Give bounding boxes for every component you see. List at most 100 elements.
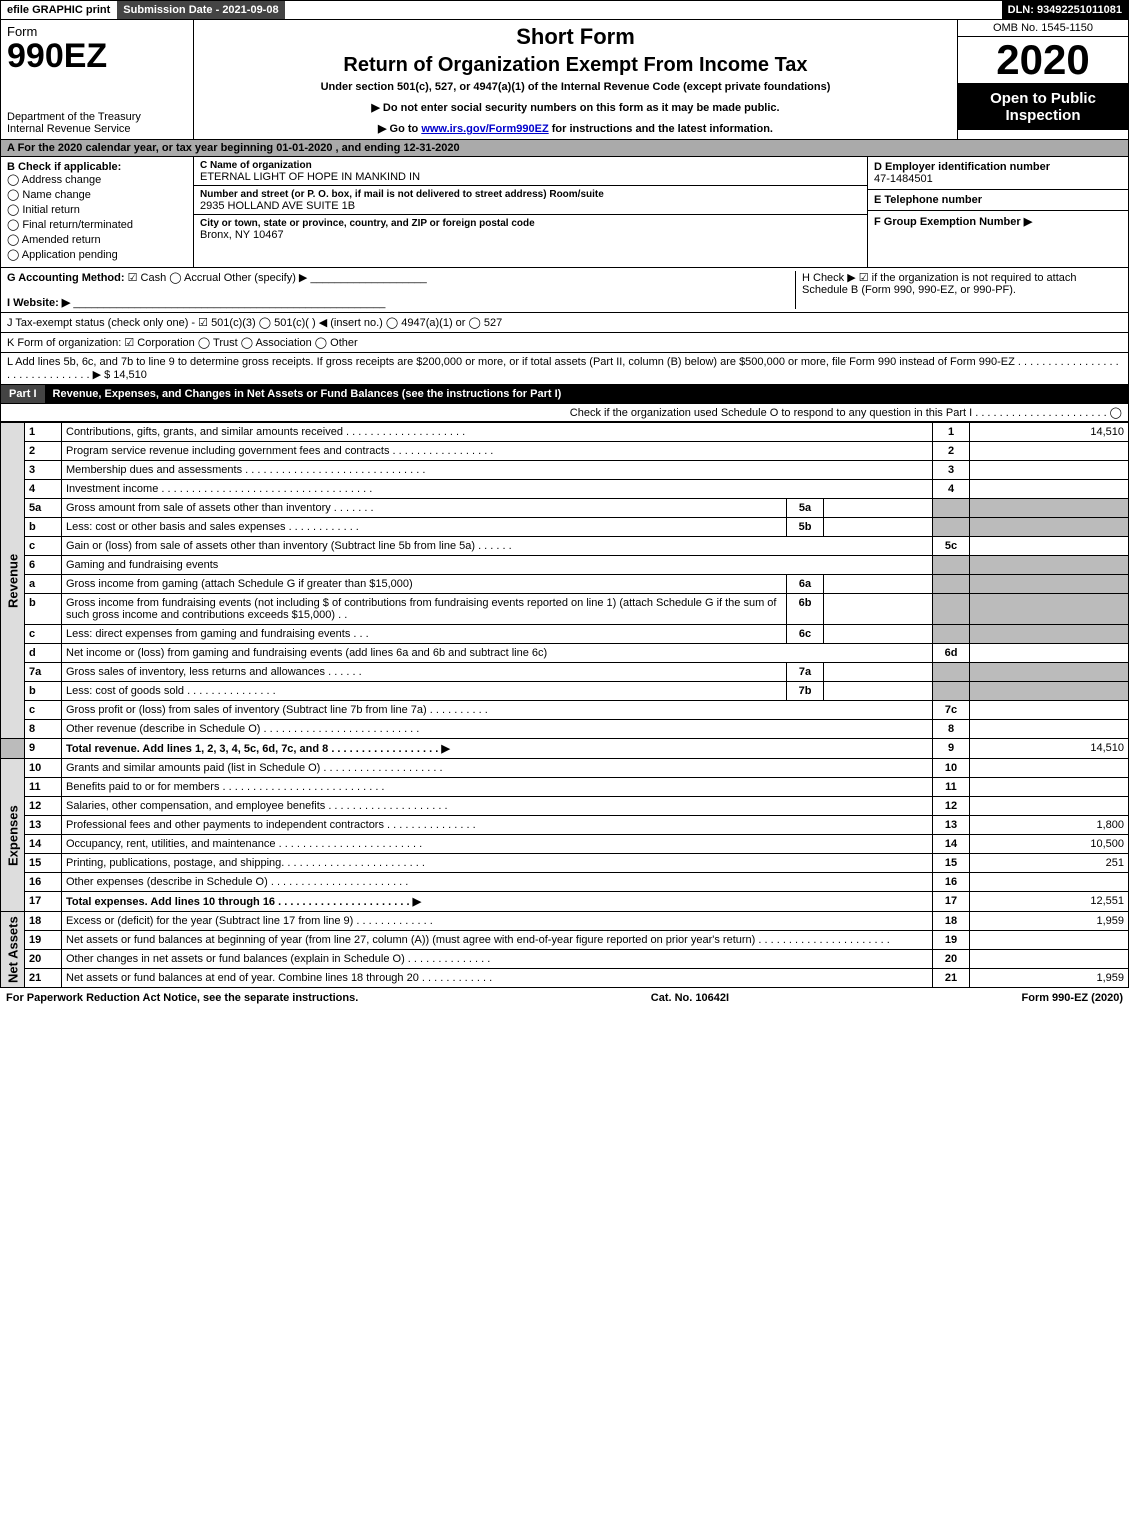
g-label: G Accounting Method: xyxy=(7,272,125,284)
line-5c: cGain or (loss) from sale of assets othe… xyxy=(1,537,1129,556)
line-19: 19Net assets or fund balances at beginni… xyxy=(1,931,1129,950)
page-footer: For Paperwork Reduction Act Notice, see … xyxy=(0,988,1129,1008)
g-options[interactable]: ☑ Cash ◯ Accrual Other (specify) ▶ xyxy=(128,272,308,284)
revenue-vlabel: Revenue xyxy=(1,423,25,739)
line-5b: bLess: cost or other basis and sales exp… xyxy=(1,518,1129,537)
line-18: Net Assets 18Excess or (deficit) for the… xyxy=(1,912,1129,931)
org-name-label: C Name of organization xyxy=(200,160,312,171)
line-14: 14Occupancy, rent, utilities, and mainte… xyxy=(1,835,1129,854)
line-6c: cLess: direct expenses from gaming and f… xyxy=(1,625,1129,644)
org-city-row: City or town, state or province, country… xyxy=(194,215,867,243)
form-header: Form 990EZ Department of the Treasury In… xyxy=(0,20,1129,140)
row-l: L Add lines 5b, 6c, and 7b to line 9 to … xyxy=(0,353,1129,385)
line-8: 8Other revenue (describe in Schedule O) … xyxy=(1,720,1129,739)
column-c-org-info: C Name of organization ETERNAL LIGHT OF … xyxy=(194,157,867,267)
line-5a: 5aGross amount from sale of assets other… xyxy=(1,499,1129,518)
line-import-21: 21Net assets or fund balances at end of … xyxy=(1,969,1129,988)
ein-value: 47-1484501 xyxy=(874,173,933,185)
cb-name-change[interactable]: ◯ Name change xyxy=(7,188,187,201)
line-11: 11Benefits paid to or for members . . . … xyxy=(1,778,1129,797)
line-20: 20Other changes in net assets or fund ba… xyxy=(1,950,1129,969)
footer-left: For Paperwork Reduction Act Notice, see … xyxy=(6,992,358,1004)
header-center: Short Form Return of Organization Exempt… xyxy=(194,20,957,139)
topbar-spacer xyxy=(286,1,1002,19)
cb-amended-return[interactable]: ◯ Amended return xyxy=(7,233,187,246)
line-7b: bLess: cost of goods sold . . . . . . . … xyxy=(1,682,1129,701)
cb-application-pending[interactable]: ◯ Application pending xyxy=(7,248,187,261)
part-i-sub[interactable]: Check if the organization used Schedule … xyxy=(0,404,1129,422)
footer-mid: Cat. No. 10642I xyxy=(651,992,729,1004)
cb-address-change[interactable]: ◯ Address change xyxy=(7,173,187,186)
group-exemption-row: F Group Exemption Number ▶ xyxy=(868,211,1128,267)
cb-final-return[interactable]: ◯ Final return/terminated xyxy=(7,218,187,231)
org-name-row: C Name of organization ETERNAL LIGHT OF … xyxy=(194,157,867,186)
line-2: 2Program service revenue including gover… xyxy=(1,442,1129,461)
line-1: Revenue 1 Contributions, gifts, grants, … xyxy=(1,423,1129,442)
line-7a: 7aGross sales of inventory, less returns… xyxy=(1,663,1129,682)
org-addr-label: Number and street (or P. O. box, if mail… xyxy=(200,189,604,200)
org-city-label: City or town, state or province, country… xyxy=(200,218,535,229)
line-6d: dNet income or (loss) from gaming and fu… xyxy=(1,644,1129,663)
line-6: 6Gaming and fundraising events xyxy=(1,556,1129,575)
netassets-vlabel: Net Assets xyxy=(1,912,25,988)
goto-post: for instructions and the latest informat… xyxy=(552,123,773,135)
line-15: 15Printing, publications, postage, and s… xyxy=(1,854,1129,873)
ssn-note: ▶ Do not enter social security numbers o… xyxy=(200,101,951,114)
submission-date: Submission Date - 2021-09-08 xyxy=(117,1,285,19)
column-b-checkboxes: B Check if applicable: ◯ Address change … xyxy=(1,157,194,267)
org-name: ETERNAL LIGHT OF HOPE IN MANKIND IN xyxy=(200,171,420,183)
goto-note: ▶ Go to www.irs.gov/Form990EZ for instru… xyxy=(200,122,951,135)
dln-label: DLN: 93492251011081 xyxy=(1002,1,1128,19)
department-label: Department of the Treasury Internal Reve… xyxy=(7,111,187,135)
h-check: H Check ▶ ☑ if the organization is not r… xyxy=(795,271,1122,309)
part-i-tag: Part I xyxy=(1,385,45,403)
tax-year: 2020 xyxy=(958,37,1128,84)
open-to-public: Open to Public Inspection xyxy=(958,84,1128,130)
meta-rows: G Accounting Method: ☑ Cash ◯ Accrual Ot… xyxy=(0,268,1129,385)
form-number: 990EZ xyxy=(7,37,107,75)
org-address-row: Number and street (or P. O. box, if mail… xyxy=(194,186,867,215)
cb-initial-return[interactable]: ◯ Initial return xyxy=(7,203,187,216)
header-right: OMB No. 1545-1150 2020 Open to Public In… xyxy=(957,20,1128,139)
line-9: 9Total revenue. Add lines 1, 2, 3, 4, 5c… xyxy=(1,739,1129,759)
line-17: 17Total expenses. Add lines 10 through 1… xyxy=(1,892,1129,912)
short-form-title: Short Form xyxy=(200,24,951,50)
goto-pre: ▶ Go to xyxy=(378,123,421,135)
efile-label[interactable]: efile GRAPHIC print xyxy=(1,1,117,19)
part-i-header: Part I Revenue, Expenses, and Changes in… xyxy=(0,385,1129,404)
expenses-vlabel: Expenses xyxy=(1,759,25,912)
top-bar: efile GRAPHIC print Submission Date - 20… xyxy=(0,0,1129,20)
form-title: Return of Organization Exempt From Incom… xyxy=(200,54,951,77)
org-city: Bronx, NY 10467 xyxy=(200,229,284,241)
line-6a: aGross income from gaming (attach Schedu… xyxy=(1,575,1129,594)
ein-label: D Employer identification number xyxy=(874,161,1050,173)
i-label: I Website: ▶ xyxy=(7,297,70,309)
group-label: F Group Exemption Number ▶ xyxy=(874,216,1032,228)
line-6b: bGross income from fundraising events (n… xyxy=(1,594,1129,625)
line-16: 16Other expenses (describe in Schedule O… xyxy=(1,873,1129,892)
row-j[interactable]: J Tax-exempt status (check only one) - ☑… xyxy=(0,313,1129,333)
line-12: 12Salaries, other compensation, and empl… xyxy=(1,797,1129,816)
line-7c: cGross profit or (loss) from sales of in… xyxy=(1,701,1129,720)
footer-right: Form 990-EZ (2020) xyxy=(1022,992,1123,1004)
line-3: 3Membership dues and assessments . . . .… xyxy=(1,461,1129,480)
line-4: 4Investment income . . . . . . . . . . .… xyxy=(1,480,1129,499)
column-d-e-f: D Employer identification number 47-1484… xyxy=(867,157,1128,267)
form-subtitle: Under section 501(c), 527, or 4947(a)(1)… xyxy=(200,81,951,93)
irs-link[interactable]: www.irs.gov/Form990EZ xyxy=(421,123,548,135)
info-grid: B Check if applicable: ◯ Address change … xyxy=(0,157,1129,268)
org-addr: 2935 HOLLAND AVE SUITE 1B xyxy=(200,200,355,212)
header-left: Form 990EZ Department of the Treasury In… xyxy=(1,20,194,139)
line-10: Expenses 10Grants and similar amounts pa… xyxy=(1,759,1129,778)
ein-row: D Employer identification number 47-1484… xyxy=(868,157,1128,190)
phone-label: E Telephone number xyxy=(874,194,982,206)
row-a-tax-year: A For the 2020 calendar year, or tax yea… xyxy=(0,140,1129,157)
part-i-title: Revenue, Expenses, and Changes in Net As… xyxy=(45,385,1128,403)
omb-number: OMB No. 1545-1150 xyxy=(958,20,1128,37)
phone-row: E Telephone number xyxy=(868,190,1128,211)
b-header: B Check if applicable: xyxy=(7,161,187,173)
accounting-method: G Accounting Method: ☑ Cash ◯ Accrual Ot… xyxy=(7,271,795,309)
row-k[interactable]: K Form of organization: ☑ Corporation ◯ … xyxy=(0,333,1129,353)
lines-table: Revenue 1 Contributions, gifts, grants, … xyxy=(0,422,1129,988)
line-13: 13Professional fees and other payments t… xyxy=(1,816,1129,835)
